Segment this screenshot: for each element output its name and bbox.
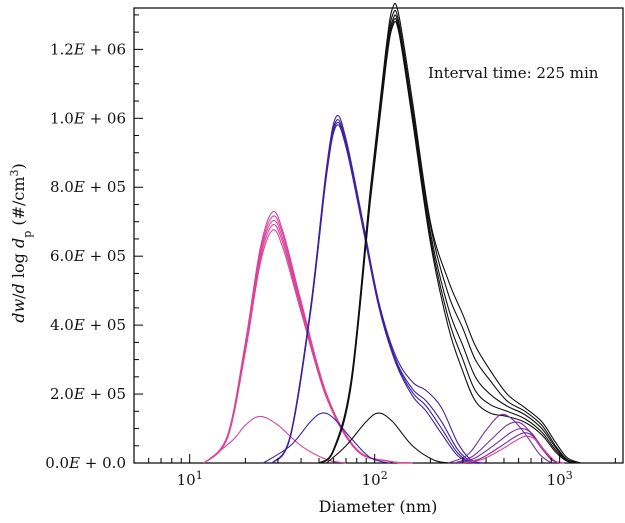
series-layer: [203, 2, 581, 464]
y-tick-label-600000: 6.0E + 05: [50, 247, 126, 265]
y-tick-label-1200000: 1.2E + 06: [50, 40, 126, 58]
y-tick-label-800000: 8.0E + 05: [50, 178, 126, 196]
y-tick-label-0: 0.0E + 0.0: [45, 454, 126, 472]
series-curve-4: [203, 219, 413, 464]
series-curve-22: [462, 435, 565, 464]
series-curve-15: [318, 14, 581, 464]
y-tick-label-1000000: 1.0E + 06: [50, 109, 126, 127]
series-curve-5: [203, 224, 413, 464]
series-curve-20: [457, 427, 562, 464]
tick-layer: [133, 14, 616, 464]
series-curve-17: [318, 20, 581, 464]
series-curve-18: [448, 413, 552, 464]
series-curve-8: [271, 115, 483, 464]
series-curve-19: [454, 421, 560, 464]
y-tick-label-200000: 2.0E + 05: [50, 385, 126, 403]
series-curve-7: [263, 412, 390, 464]
series-curve-12: [326, 412, 452, 464]
x-axis-title: Diameter (nm): [319, 497, 438, 516]
plot-frame: [133, 7, 624, 464]
x-tick-label-100: 102: [362, 469, 388, 490]
series-curve-1: [203, 415, 347, 464]
y-axis-title: dw/d log dp (#/cm3): [8, 163, 34, 323]
x-tick-label-10: 101: [177, 469, 203, 490]
series-curve-6: [203, 229, 413, 464]
series-curve-9: [271, 119, 483, 464]
series-curve-16: [318, 17, 581, 464]
y-tick-label-400000: 4.0E + 05: [50, 316, 126, 334]
interval-annotation: Interval time: 225 min: [428, 64, 599, 82]
label-layer: 101 102 103 0.0E + 0.0 2.0E + 05 4.0E + 05 6.0…: [45, 40, 572, 489]
x-tick-label-1000: 103: [547, 469, 573, 490]
series-curve-11: [271, 124, 482, 464]
series-curve-21: [460, 432, 563, 464]
